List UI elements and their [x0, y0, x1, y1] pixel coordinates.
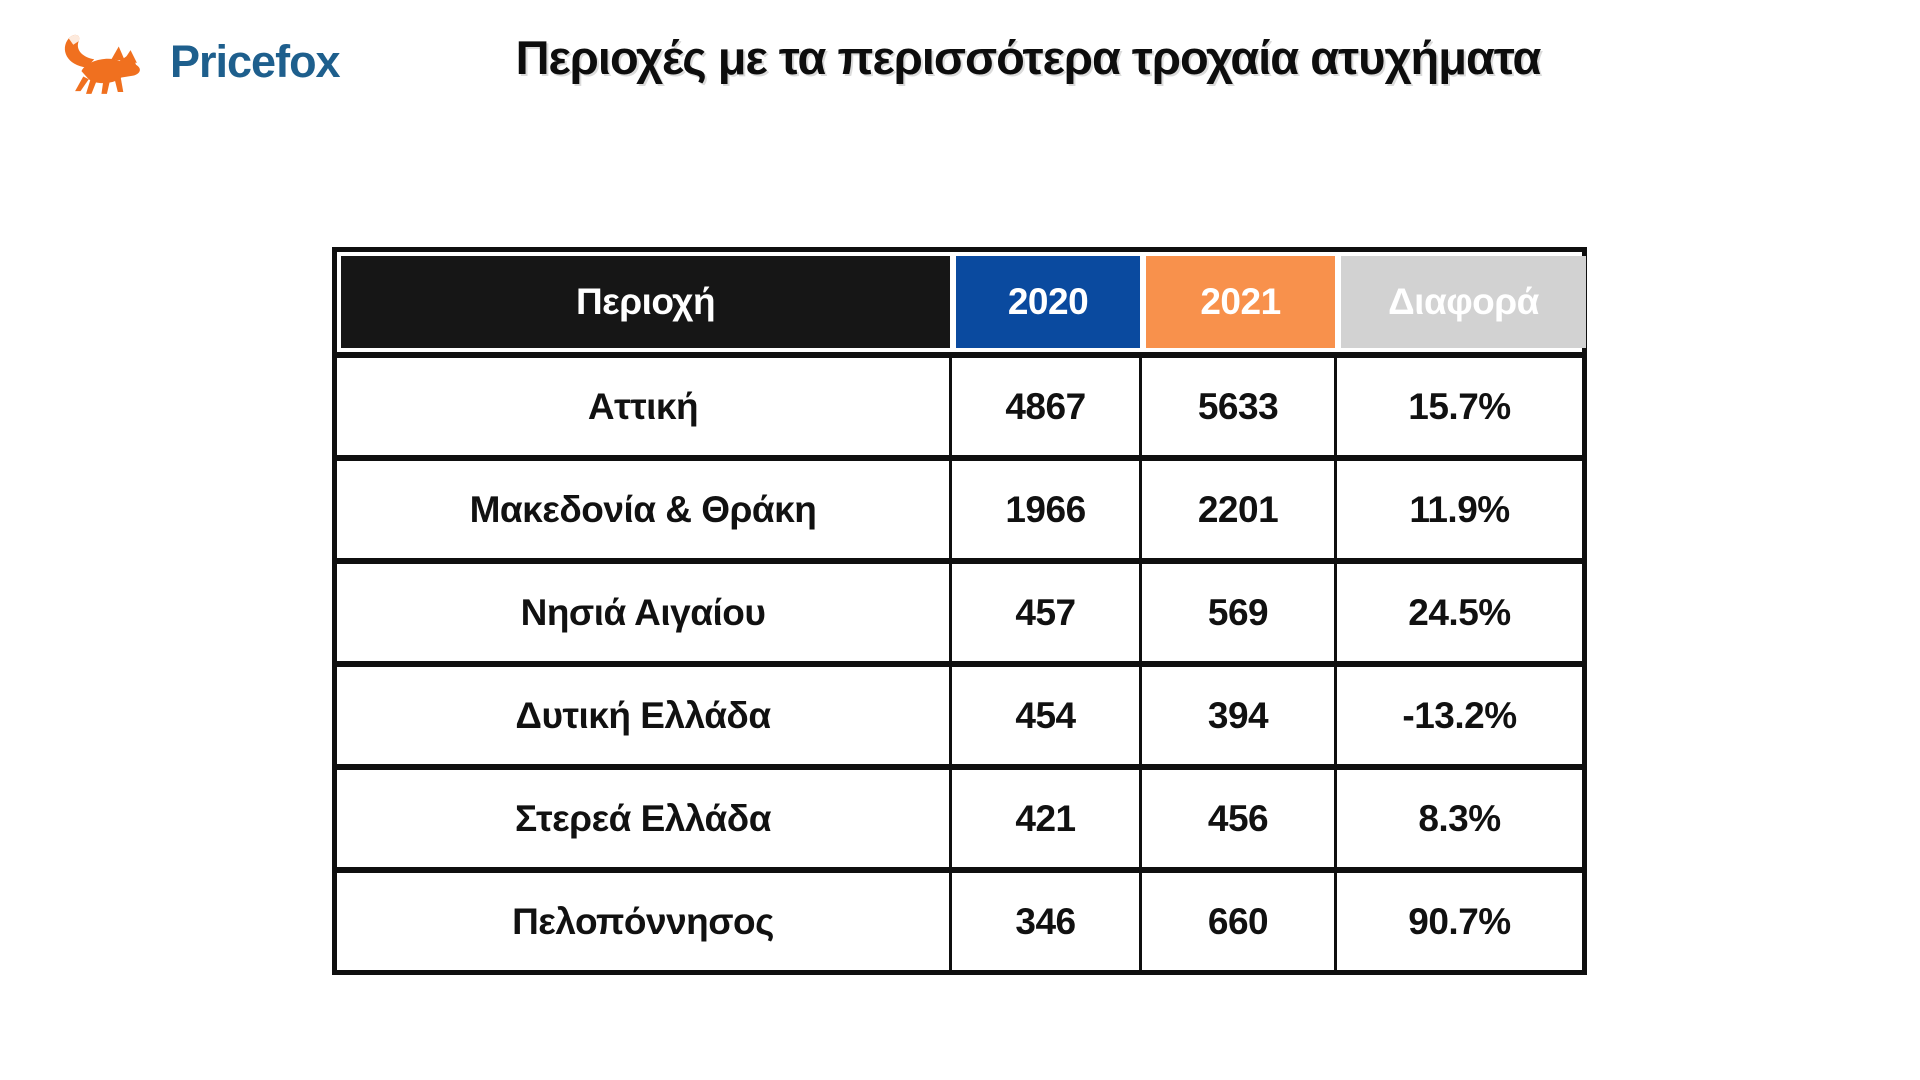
- value-2020-cell: 346: [949, 873, 1139, 970]
- value-2020-cell: 1966: [949, 461, 1139, 558]
- region-cell: Μακεδονία & Θράκη: [337, 461, 949, 558]
- value-2020-cell: 4867: [949, 358, 1139, 455]
- table-row: Μακεδονία & Θράκη 1966 2201 11.9%: [337, 455, 1582, 558]
- page-title: Περιοχές με τα περισσότερα τροχαία ατυχή…: [515, 31, 1542, 84]
- table-row: Νησιά Αιγαίου 457 569 24.5%: [337, 558, 1582, 661]
- table-row: Δυτική Ελλάδα 454 394 -13.2%: [337, 661, 1582, 764]
- header-diff: Διαφορά: [1341, 256, 1586, 348]
- table-header-row: Περιοχή 2020 2021 Διαφορά: [337, 252, 1586, 358]
- table-row: Στερεά Ελλάδα 421 456 8.3%: [337, 764, 1582, 867]
- table-row: Πελοπόννησος 346 660 90.7%: [337, 867, 1582, 970]
- brand-name: Pricefox: [170, 36, 341, 87]
- value-2021-cell: 569: [1139, 564, 1334, 661]
- accidents-table: Περιοχή 2020 2021 Διαφορά Αττική 4867 56…: [332, 247, 1587, 975]
- header-2021: 2021: [1146, 256, 1335, 348]
- diff-cell: 11.9%: [1334, 461, 1582, 558]
- table-row: Αττική 4867 5633 15.7%: [337, 358, 1582, 455]
- region-cell: Νησιά Αιγαίου: [337, 564, 949, 661]
- header-2020: 2020: [956, 256, 1140, 348]
- value-2021-cell: 2201: [1139, 461, 1334, 558]
- region-cell: Πελοπόννησος: [337, 873, 949, 970]
- fox-icon: [64, 34, 140, 94]
- diff-cell: 24.5%: [1334, 564, 1582, 661]
- diff-cell: 15.7%: [1334, 358, 1582, 455]
- region-cell: Αττική: [337, 358, 949, 455]
- value-2021-cell: 394: [1139, 667, 1334, 764]
- value-2021-cell: 5633: [1139, 358, 1334, 455]
- region-cell: Στερεά Ελλάδα: [337, 770, 949, 867]
- diff-cell: 90.7%: [1334, 873, 1582, 970]
- region-cell: Δυτική Ελλάδα: [337, 667, 949, 764]
- value-2020-cell: 457: [949, 564, 1139, 661]
- diff-cell: -13.2%: [1334, 667, 1582, 764]
- value-2021-cell: 456: [1139, 770, 1334, 867]
- value-2020-cell: 421: [949, 770, 1139, 867]
- brand-logo: Pricefox: [56, 26, 341, 98]
- value-2021-cell: 660: [1139, 873, 1334, 970]
- diff-cell: 8.3%: [1334, 770, 1582, 867]
- header-region: Περιοχή: [341, 256, 950, 348]
- value-2020-cell: 454: [949, 667, 1139, 764]
